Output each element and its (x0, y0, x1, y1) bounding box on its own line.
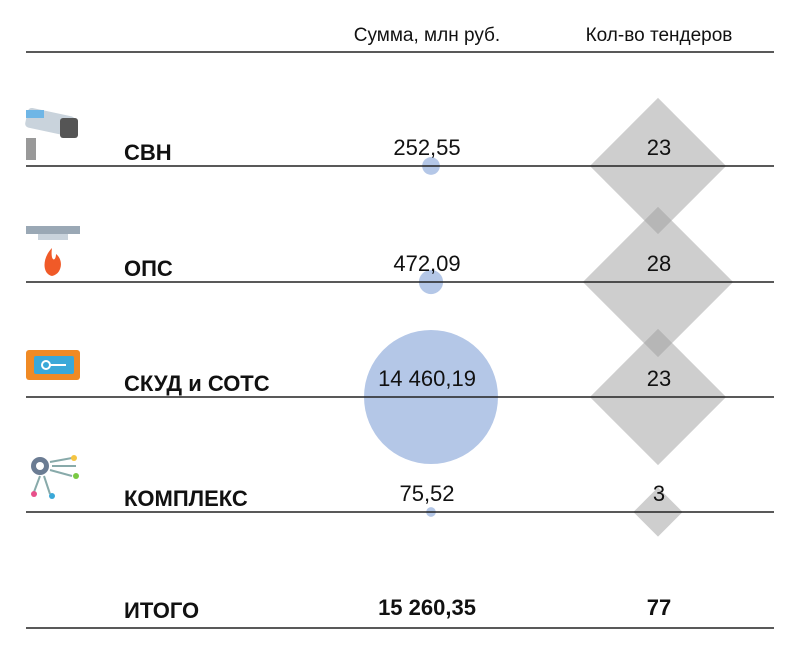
camera-mount (26, 138, 36, 160)
camera-lens (60, 118, 78, 138)
row-label: СВН (124, 140, 172, 165)
detector-icon (26, 226, 80, 234)
count-value: 23 (647, 366, 671, 391)
detector-body (38, 234, 68, 240)
node (49, 493, 55, 499)
fire-icon (44, 248, 61, 276)
total-value: 15 260,35 (378, 595, 476, 620)
row-label: КОМПЛЕКС (124, 486, 248, 511)
sum-value: 14 460,19 (378, 366, 476, 391)
column-header: Кол-во тендеров (586, 25, 733, 46)
row-label: СКУД и СОТС (124, 371, 270, 396)
column-header: Сумма, млн руб. (354, 25, 500, 46)
sum-value: 472,09 (393, 251, 460, 276)
total-value: 77 (647, 595, 671, 620)
marks (364, 97, 734, 537)
count-value: 23 (647, 135, 671, 160)
sum-value: 252,55 (393, 135, 460, 160)
node (71, 455, 77, 461)
row-label: ОПС (124, 256, 173, 281)
gear-hole (36, 462, 44, 470)
circuit (33, 457, 76, 495)
icons (25, 107, 80, 499)
texts: Сумма, млн руб. Кол-во тендеров ИТОГО 15… (26, 25, 774, 623)
node (73, 473, 79, 479)
node (31, 491, 37, 497)
count-value: 28 (647, 251, 671, 276)
count-value: 3 (653, 481, 665, 506)
total-label: ИТОГО (124, 598, 199, 623)
sum-value: 75,52 (399, 481, 454, 506)
camera-top (26, 110, 44, 118)
